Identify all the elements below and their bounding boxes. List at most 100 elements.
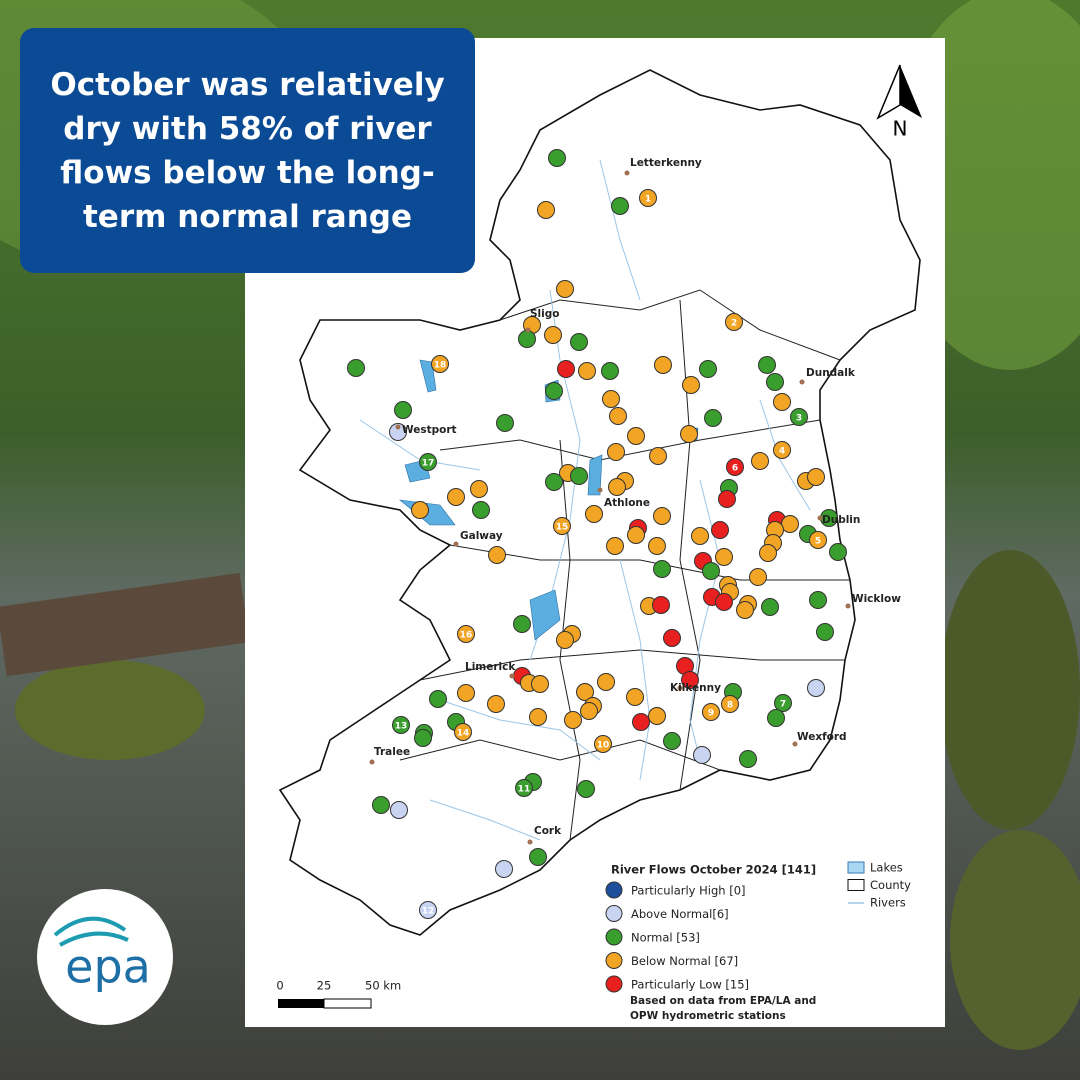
legend-label: Below Normal [67] <box>631 954 738 968</box>
station <box>419 453 437 471</box>
station <box>639 189 657 207</box>
station-label: 5 <box>815 537 821 547</box>
station <box>529 848 547 866</box>
station <box>602 390 620 408</box>
town-dot <box>525 327 531 333</box>
town-dot <box>453 541 459 547</box>
station <box>758 356 776 374</box>
station <box>773 393 791 411</box>
station <box>607 443 625 461</box>
station <box>649 447 667 465</box>
station <box>774 694 792 712</box>
station-label: 14 <box>457 729 470 739</box>
station <box>608 478 626 496</box>
town-label: Galway <box>460 530 503 542</box>
station <box>721 695 739 713</box>
station <box>767 709 785 727</box>
station <box>749 568 767 586</box>
station <box>736 601 754 619</box>
town-label: Limerick <box>465 661 516 673</box>
town-dot <box>597 487 603 493</box>
station <box>454 723 472 741</box>
station <box>556 280 574 298</box>
legend-swatch <box>605 952 623 969</box>
log <box>0 572 250 677</box>
station <box>515 779 533 797</box>
station <box>577 780 595 798</box>
station-label: 17 <box>422 459 435 469</box>
scale-label: 25 <box>317 979 332 993</box>
station <box>680 425 698 443</box>
station <box>372 796 390 814</box>
station <box>751 452 769 470</box>
town-label: Wicklow <box>852 593 901 605</box>
station-label: 2 <box>731 319 737 329</box>
station <box>611 197 629 215</box>
town-label: Cork <box>534 825 562 837</box>
station-label: 11 <box>518 785 531 795</box>
station <box>807 468 825 486</box>
station-label: 1 <box>645 195 651 205</box>
station <box>411 501 429 519</box>
river <box>439 699 601 761</box>
logo-swoosh <box>53 916 129 947</box>
town-dot <box>817 515 823 521</box>
station-label: 3 <box>796 414 802 424</box>
towns: Letterkenny Sligo Dundalk Westport Athlone Du… <box>369 157 901 845</box>
station <box>759 544 777 562</box>
station <box>715 548 733 566</box>
station <box>548 149 566 167</box>
station <box>564 711 582 729</box>
station <box>594 735 612 753</box>
station-label: 18 <box>434 361 447 371</box>
legend-swatch <box>605 881 623 899</box>
scale-bar: 0 25 50 km <box>276 979 401 1009</box>
county-line <box>419 649 845 681</box>
county-line <box>449 544 850 581</box>
station <box>648 537 666 555</box>
town-dot <box>395 424 401 430</box>
layer-label: County <box>870 878 911 892</box>
station <box>790 408 808 426</box>
station <box>726 458 744 476</box>
station <box>663 629 681 647</box>
station <box>537 201 555 219</box>
layer-swatch <box>847 861 865 874</box>
station <box>518 330 536 348</box>
town-dot <box>677 685 683 691</box>
station <box>578 362 596 380</box>
north-label: N <box>893 117 908 141</box>
station <box>654 356 672 374</box>
legend-label: Particularly Low [15] <box>631 978 749 992</box>
station <box>496 414 514 432</box>
station <box>513 615 531 633</box>
station <box>663 732 681 750</box>
station <box>470 480 488 498</box>
station-label: 4 <box>779 447 785 457</box>
station <box>693 746 711 764</box>
legend-label: Above Normal[6] <box>631 907 729 921</box>
station <box>580 702 598 720</box>
headline-container: October was relatively dry with 58% of r… <box>50 67 444 235</box>
station <box>809 531 827 549</box>
station <box>414 729 432 747</box>
town-dot <box>624 170 630 176</box>
station <box>704 409 722 427</box>
station <box>653 560 671 578</box>
station <box>390 801 408 819</box>
legend-title: River Flows October 2024 [141] <box>611 863 816 877</box>
station <box>626 688 644 706</box>
station <box>495 860 513 878</box>
station <box>457 684 475 702</box>
station <box>648 707 666 725</box>
station <box>681 671 699 689</box>
station <box>419 901 437 919</box>
station <box>545 382 563 400</box>
river <box>619 559 651 781</box>
mossy-rock <box>950 830 1080 1050</box>
station <box>570 333 588 351</box>
north-arrow-right <box>900 65 922 118</box>
logo-text: epa <box>65 940 151 994</box>
station <box>739 750 757 768</box>
legend-swatch <box>605 975 623 993</box>
